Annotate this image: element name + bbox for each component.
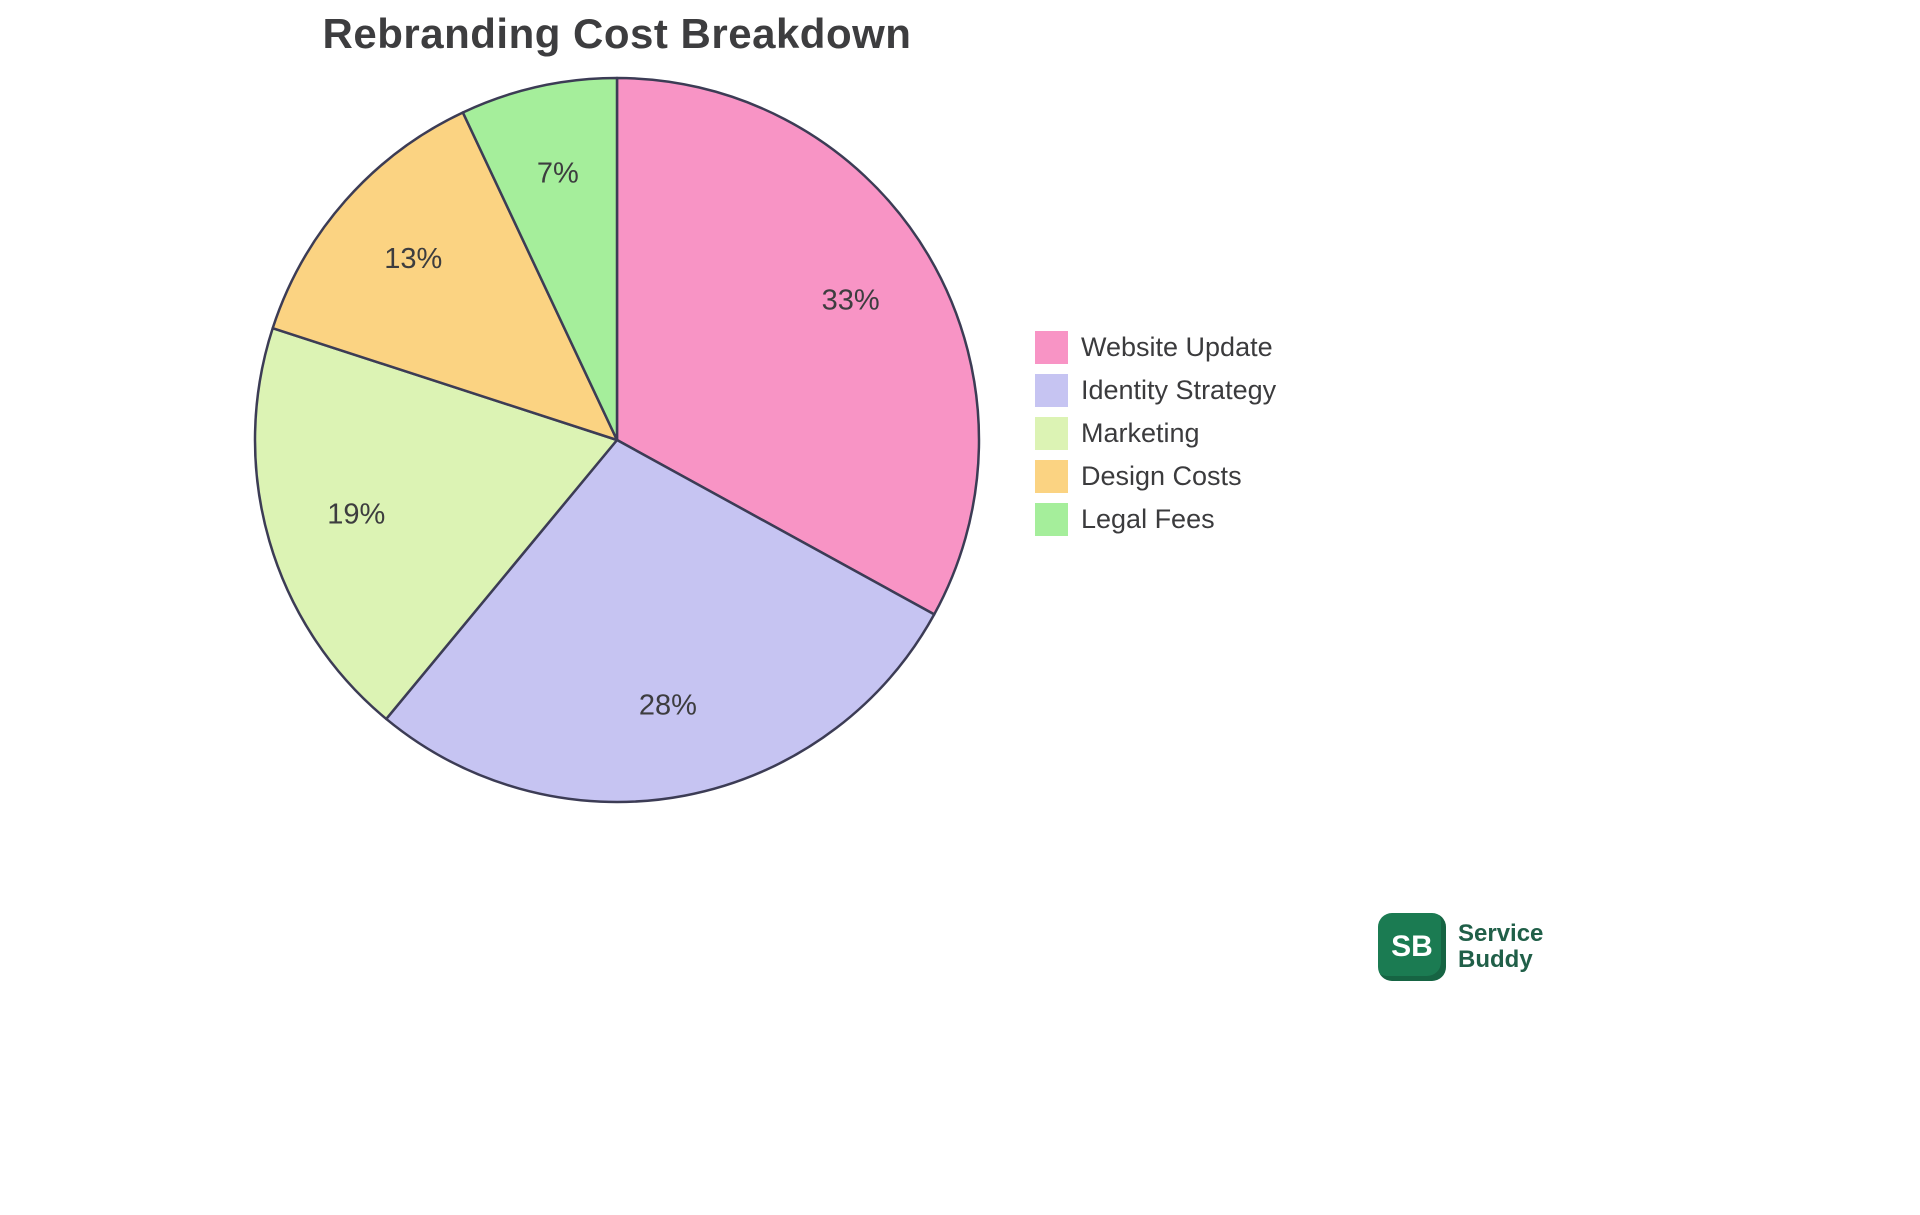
legend-label: Design Costs <box>1081 461 1242 491</box>
logo-text-line1: Service <box>1458 920 1544 948</box>
logo-text-line2: Buddy <box>1458 946 1533 973</box>
pie-slice-marketing <box>253 326 619 721</box>
slice-percentage-label: 13% <box>384 243 442 275</box>
legend-label: Legal Fees <box>1081 504 1215 534</box>
pie-slice-legal-fees <box>461 76 619 442</box>
legend-swatch <box>1035 460 1068 493</box>
pie-slice-website-update <box>615 76 981 616</box>
legend-item-identity-strategy: Identity Strategy <box>1035 374 1276 407</box>
slice-percentage-label: 19% <box>327 498 385 530</box>
pie-slice-design-costs <box>271 111 619 442</box>
legend-item-website-update: Website Update <box>1035 331 1276 364</box>
legend-swatch <box>1035 417 1068 450</box>
logo-badge-icon: SB <box>1378 913 1446 981</box>
legend-item-marketing: Marketing <box>1035 417 1276 450</box>
legend-swatch <box>1035 374 1068 407</box>
legend-swatch <box>1035 503 1068 536</box>
slice-percentage-label: 28% <box>639 689 697 721</box>
legend-label: Identity Strategy <box>1081 375 1277 405</box>
legend-item-design-costs: Design Costs <box>1035 460 1276 493</box>
legend-label: Marketing <box>1081 418 1200 448</box>
slice-percentage-label: 33% <box>822 284 880 316</box>
slice-percentage-label: 7% <box>537 158 579 190</box>
legend-item-legal-fees: Legal Fees <box>1035 503 1276 536</box>
chart-title: Rebranding Cost Breakdown <box>322 10 912 57</box>
brand-logo: SB Service Buddy <box>1378 913 1543 981</box>
legend-label: Website Update <box>1081 332 1273 362</box>
legend-swatch <box>1035 331 1068 364</box>
logo-text: Service Buddy <box>1458 921 1543 973</box>
legend: Website Update Identity Strategy Marketing… <box>1035 331 1276 536</box>
pie-slice-identity-strategy <box>385 438 936 804</box>
